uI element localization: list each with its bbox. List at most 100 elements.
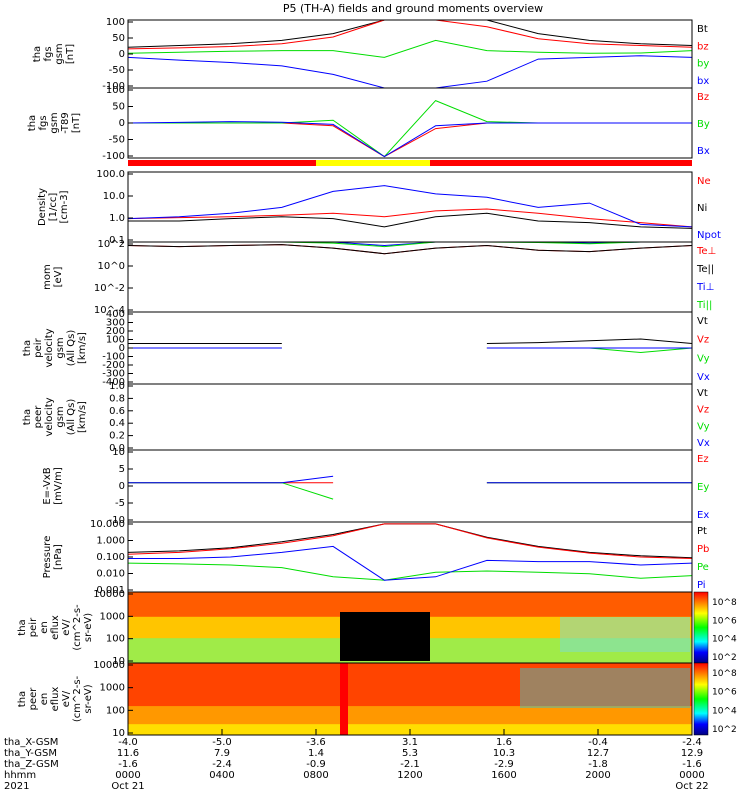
panel-9: 10^8 10^6 10^4 10^2 10000 1000 100 10 tha peir en e… [17,589,737,667]
y-tick-label: 50 [112,102,125,113]
y-tick-label: 10 [112,447,125,458]
colorbar-tick-label: 10^8 [712,669,737,679]
series-line-By [128,100,692,158]
y-tick-label: 0.4 [109,418,125,429]
panel-frame [127,241,693,313]
series-line-by [127,39,693,58]
y-tick-label: 0 [119,343,125,354]
y-tick-label: -400 [102,377,125,388]
y-tick-label: 100 [106,17,125,28]
y-axis-label: peer [28,687,39,711]
y-axis-label: (All Qs) [66,330,77,367]
y-axis-label: peer [33,405,44,429]
colorbar-tick-label: 10^4 [712,706,737,716]
y-axis-label: E=-VxB [42,467,53,504]
x-tick-label: 12.7 [587,748,609,759]
panel-7: Ez Ey Ex 10 5 0 -5 -10 E=-VxB [mV/m] [42,447,709,526]
y-axis-label: tha [22,340,33,356]
y-tick-label: 10 [112,656,125,667]
y-tick-label: 100 [106,634,125,645]
series-line-Bt [127,19,693,48]
y-axis-label: Pressure [42,536,53,579]
panel-3: Ne Ni Npot 100.0 10.0 1.0 0.1 Density [1/cc] [cm-… [37,169,721,246]
panel-8: Pt Pb Pe Pi 10.000 1.000 0.100 0.010 0.001 Pressu… [42,519,709,596]
series-line-Pe [127,562,693,581]
legend-label: Vt [697,316,708,327]
y-tick-label: -300 [102,369,125,380]
legend-label: Ti|| [696,300,712,311]
legend-label: Vz [697,335,709,346]
legend-label: Vx [697,438,710,449]
y-tick-label: 200 [106,326,125,337]
x-axis-row-label: tha_Y-GSM [4,748,57,759]
colorbar-tick-label: 10^6 [712,688,737,698]
figure-title: P5 (TH-A) fields and ground moments over… [283,2,543,15]
series-line-Pi [128,545,693,581]
spectrogram-cyan-region [520,668,690,708]
y-axis-label: peir [28,617,39,637]
x-tick-label: 12.9 [681,748,703,759]
x-tick-label: 0000 [115,770,140,781]
panel-2: Bz By Bx 100 50 0 -50 -100 tha fgs gsm -T89 [nT] [27,85,710,162]
y-tick-label: 10000 [93,660,125,671]
mode-bar-red [430,160,692,166]
y-tick-label: 10 [112,728,125,739]
y-axis-label: gsm [49,112,60,133]
series-line-Vt [128,338,693,344]
y-axis-label: [mV/m] [53,467,64,505]
series-line-bx [127,55,693,89]
x-tick-label: -2.4 [212,759,232,770]
y-tick-label: 10^0 [98,261,125,272]
y-axis-label: tha [32,46,43,62]
y-axis-label: eV/ [61,619,72,636]
series-line-Ne [127,208,693,228]
y-axis-label: [nT] [71,113,82,133]
x-axis-row-label: tha_Z-GSM [4,759,59,770]
y-tick-label: 1000 [100,611,125,622]
colorbar-tick-label: 10^8 [712,598,737,608]
y-tick-label: 100.0 [96,169,125,180]
y-tick-label: 100 [106,705,125,716]
y-tick-label: -50 [109,135,125,146]
x-tick-label: 10.3 [493,748,515,759]
y-axis-label: (cm^2-s- [72,675,83,722]
y-tick-label: 0.100 [96,552,125,563]
legend-label: Vy [697,353,710,364]
y-tick-label: 50 [112,33,125,44]
x-tick-label: 0000 [679,770,704,781]
y-axis-label: [1/cc] [48,193,59,222]
x-tick-label: 2000 [585,770,610,781]
spectrogram-dark-region [340,612,430,661]
y-tick-label: 0 [119,49,125,60]
y-tick-label: 0.010 [96,569,125,580]
y-tick-label: 0.8 [109,393,125,404]
y-axis-label: [cm-3] [59,190,70,223]
legend-label: Pe [697,562,709,573]
colorbar [693,591,709,664]
legend-label: By [697,119,710,130]
y-axis-label: [km/s] [77,401,88,433]
y-tick-label: -10 [109,515,125,526]
y-tick-label: 1.0 [109,381,125,392]
series-line-Pt [127,523,693,559]
x-tick-label: 0800 [303,770,328,781]
series-line-Vy [128,347,693,354]
y-axis-label: tha [17,691,28,707]
y-axis-label: sr-eV) [83,684,94,713]
x-tick-label: -5.0 [212,737,232,748]
x-tick-label: 1.4 [308,748,324,759]
y-tick-label: 0.001 [96,585,125,596]
y-axis-label: peir [33,337,44,357]
legend-label: Vz [697,405,709,416]
x-tick-label: -3.6 [306,737,326,748]
y-tick-label: 10^2 [98,239,125,250]
x-tick-label: -2.1 [400,759,420,770]
x-tick-label: -0.9 [306,759,326,770]
legend-label: Te|| [696,264,714,275]
y-tick-label: -50 [109,65,125,76]
x-tick-label: 7.9 [214,748,230,759]
x-tick-label: 1200 [397,770,422,781]
y-axis-label: tha [27,115,38,131]
panel-4: Te⊥ Te|| Ti⊥ Ti|| 10^2 10^0 10^-2 10^-4 mom [eV] [42,239,716,316]
